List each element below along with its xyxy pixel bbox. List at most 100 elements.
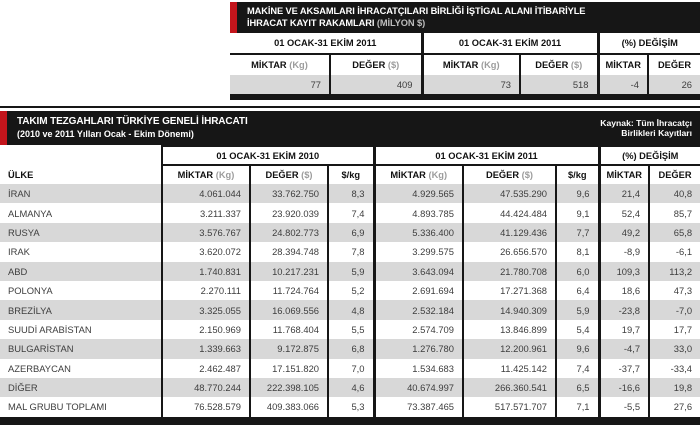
value-cell: 77 — [310, 79, 321, 90]
value-cell: 1.534.683 — [372, 358, 463, 378]
value-cell: 113,2 — [648, 261, 700, 281]
col-perkg-2010: $/kg — [327, 165, 374, 184]
value-cell: 33.762.750 — [249, 184, 328, 204]
red-accent-bar — [230, 2, 237, 33]
value-cell: 10.217.231 — [249, 261, 328, 281]
value-cell: 1.740.831 — [161, 261, 250, 281]
value-cell: 44.424.484 — [462, 203, 556, 223]
col-deger-2010: DEĞER ($) — [249, 165, 328, 184]
value-cell: 9,6 — [554, 184, 600, 204]
country-cell: BREZİLYA — [8, 304, 52, 316]
country-cell: BULGARİSTAN — [8, 343, 74, 355]
table-row: BREZİLYA 3.325.055 16.069.556 4,8 2.532.184 1… — [0, 300, 700, 320]
table-row: SUUDİ ARABİSTAN 2.150.969 11.768.404 5,5 2.5… — [0, 319, 700, 340]
value-cell: 8,3 — [327, 184, 374, 204]
col-unit: (Kg) — [289, 60, 308, 70]
value-cell: -37,7 — [597, 358, 650, 378]
country-cell: ABD — [8, 265, 28, 277]
value-cell: 11.768.404 — [249, 319, 328, 340]
table-row: BULGARİSTAN 1.339.663 9.172.875 6,8 1.276.78… — [0, 339, 700, 359]
value-cell: 11.425.142 — [462, 358, 556, 378]
value-cell: -16,6 — [597, 377, 650, 398]
value-cell: 4.929.565 — [372, 184, 463, 204]
machine-table-title-line2: İHRACAT KAYIT RAKAMLARI (MİLYON $) — [247, 18, 694, 30]
value-cell: 16.069.556 — [249, 300, 328, 320]
col-label: DEĞER — [535, 60, 569, 70]
value-cell: 4.893.785 — [372, 203, 463, 223]
col-label: MİKTAR — [177, 170, 214, 180]
machine-group-change: (%) DEĞİŞİM — [596, 33, 700, 55]
value-cell: 3.299.575 — [372, 242, 463, 262]
value-cell: 5,4 — [554, 319, 600, 340]
value-cell: 48.770.244 — [161, 377, 250, 398]
red-accent-bar — [0, 111, 7, 145]
tools-group-change: (%) DEĞİŞİM — [597, 145, 700, 166]
machine-table: 01 OCAK-31 EKİM 2011 01 OCAK-31 EKİM 201… — [230, 33, 700, 94]
machine-col-change-miktar: MİKTAR — [596, 54, 648, 75]
col-change-miktar: MİKTAR — [597, 165, 650, 184]
value-cell: 26 — [647, 75, 700, 94]
value-cell: 222.398.105 — [249, 377, 328, 398]
tools-table-title: TAKIM TEZGAHLARI TÜRKİYE GENELİ İHRACATI… — [17, 116, 248, 140]
table-row: RUSYA 3.576.767 24.802.773 6,9 5.336.400 41.1… — [0, 222, 700, 243]
value-cell: 14.940.309 — [462, 300, 556, 320]
tools-subheader-row: ÜLKE MİKTAR (Kg) DEĞER ($) $/kg MİKTAR (… — [0, 165, 700, 184]
value-cell: 409.383.066 — [249, 397, 328, 417]
col-label: MİKTAR — [251, 60, 287, 70]
machine-group-header-row: 01 OCAK-31 EKİM 2011 01 OCAK-31 EKİM 201… — [230, 33, 700, 55]
value-cell: 7,8 — [327, 242, 374, 262]
value-cell: 5,9 — [554, 300, 600, 320]
value-cell: 11.724.764 — [249, 280, 328, 301]
col-unit: (Kg) — [480, 60, 500, 70]
col-perkg-2011: $/kg — [554, 165, 600, 184]
value-cell: 27,6 — [648, 397, 700, 417]
machine-col-deger-1: DEĞER ($) — [329, 54, 422, 75]
value-cell: 73.387.465 — [372, 397, 463, 417]
col-unit: ($) — [570, 60, 583, 70]
value-cell: 109,3 — [597, 261, 650, 281]
tools-group-2010: 01 OCAK-31 EKİM 2010 — [161, 145, 374, 166]
value-cell: 41.129.436 — [462, 222, 556, 243]
value-cell: 73 — [420, 75, 520, 94]
value-cell: 517.571.707 — [462, 397, 556, 417]
value-cell: -4 — [596, 75, 648, 94]
value-cell: 2.150.969 — [161, 319, 250, 340]
country-cell: AZERBAYCAN — [8, 362, 71, 374]
machine-col-deger-2: DEĞER ($) — [519, 54, 598, 75]
value-cell: 4.061.044 — [161, 184, 250, 204]
value-cell: 65,8 — [648, 222, 700, 243]
country-cell: DİĞER — [8, 382, 38, 394]
value-cell: 5,5 — [327, 319, 374, 340]
value-cell: -8,9 — [597, 242, 650, 262]
value-cell: 40,8 — [648, 184, 700, 204]
value-cell: 19,7 — [597, 319, 650, 340]
source-note: Kaynak: Tüm İhracatçı Birlikleri Kayıtla… — [600, 118, 692, 139]
value-cell: 4,6 — [327, 377, 374, 398]
value-cell: 9,1 — [554, 203, 600, 223]
col-miktar-2011: MİKTAR (Kg) — [372, 165, 463, 184]
country-column-header: ÜLKE — [0, 165, 162, 184]
value-cell: 52,4 — [597, 203, 650, 223]
value-cell: 5,9 — [327, 261, 374, 281]
value-cell: 2.691.694 — [372, 280, 463, 301]
value-cell: 3.620.072 — [161, 242, 250, 262]
col-label: MİKTAR — [442, 60, 479, 70]
col-unit: ($) — [301, 170, 313, 180]
value-cell: 2.270.111 — [161, 280, 250, 301]
col-label: DEĞER — [352, 60, 386, 70]
value-cell: -5,5 — [597, 397, 650, 417]
value-cell: 6,9 — [327, 222, 374, 243]
table-end-bar — [0, 416, 700, 425]
value-cell: 3.211.337 — [161, 203, 250, 223]
value-cell: 76.528.579 — [161, 397, 250, 417]
value-cell: 7,4 — [327, 203, 374, 223]
country-cell: POLONYA — [8, 285, 53, 297]
country-cell: MAL GRUBU TOPLAMI — [8, 401, 107, 413]
col-deger-2011: DEĞER ($) — [462, 165, 556, 184]
col-unit: ($) — [521, 170, 534, 180]
col-unit: (Kg) — [428, 170, 448, 180]
value-cell: -23,8 — [597, 300, 650, 320]
value-cell: 24.802.773 — [249, 222, 328, 243]
tools-table-header: TAKIM TEZGAHLARI TÜRKİYE GENELİ İHRACATI… — [0, 111, 700, 145]
